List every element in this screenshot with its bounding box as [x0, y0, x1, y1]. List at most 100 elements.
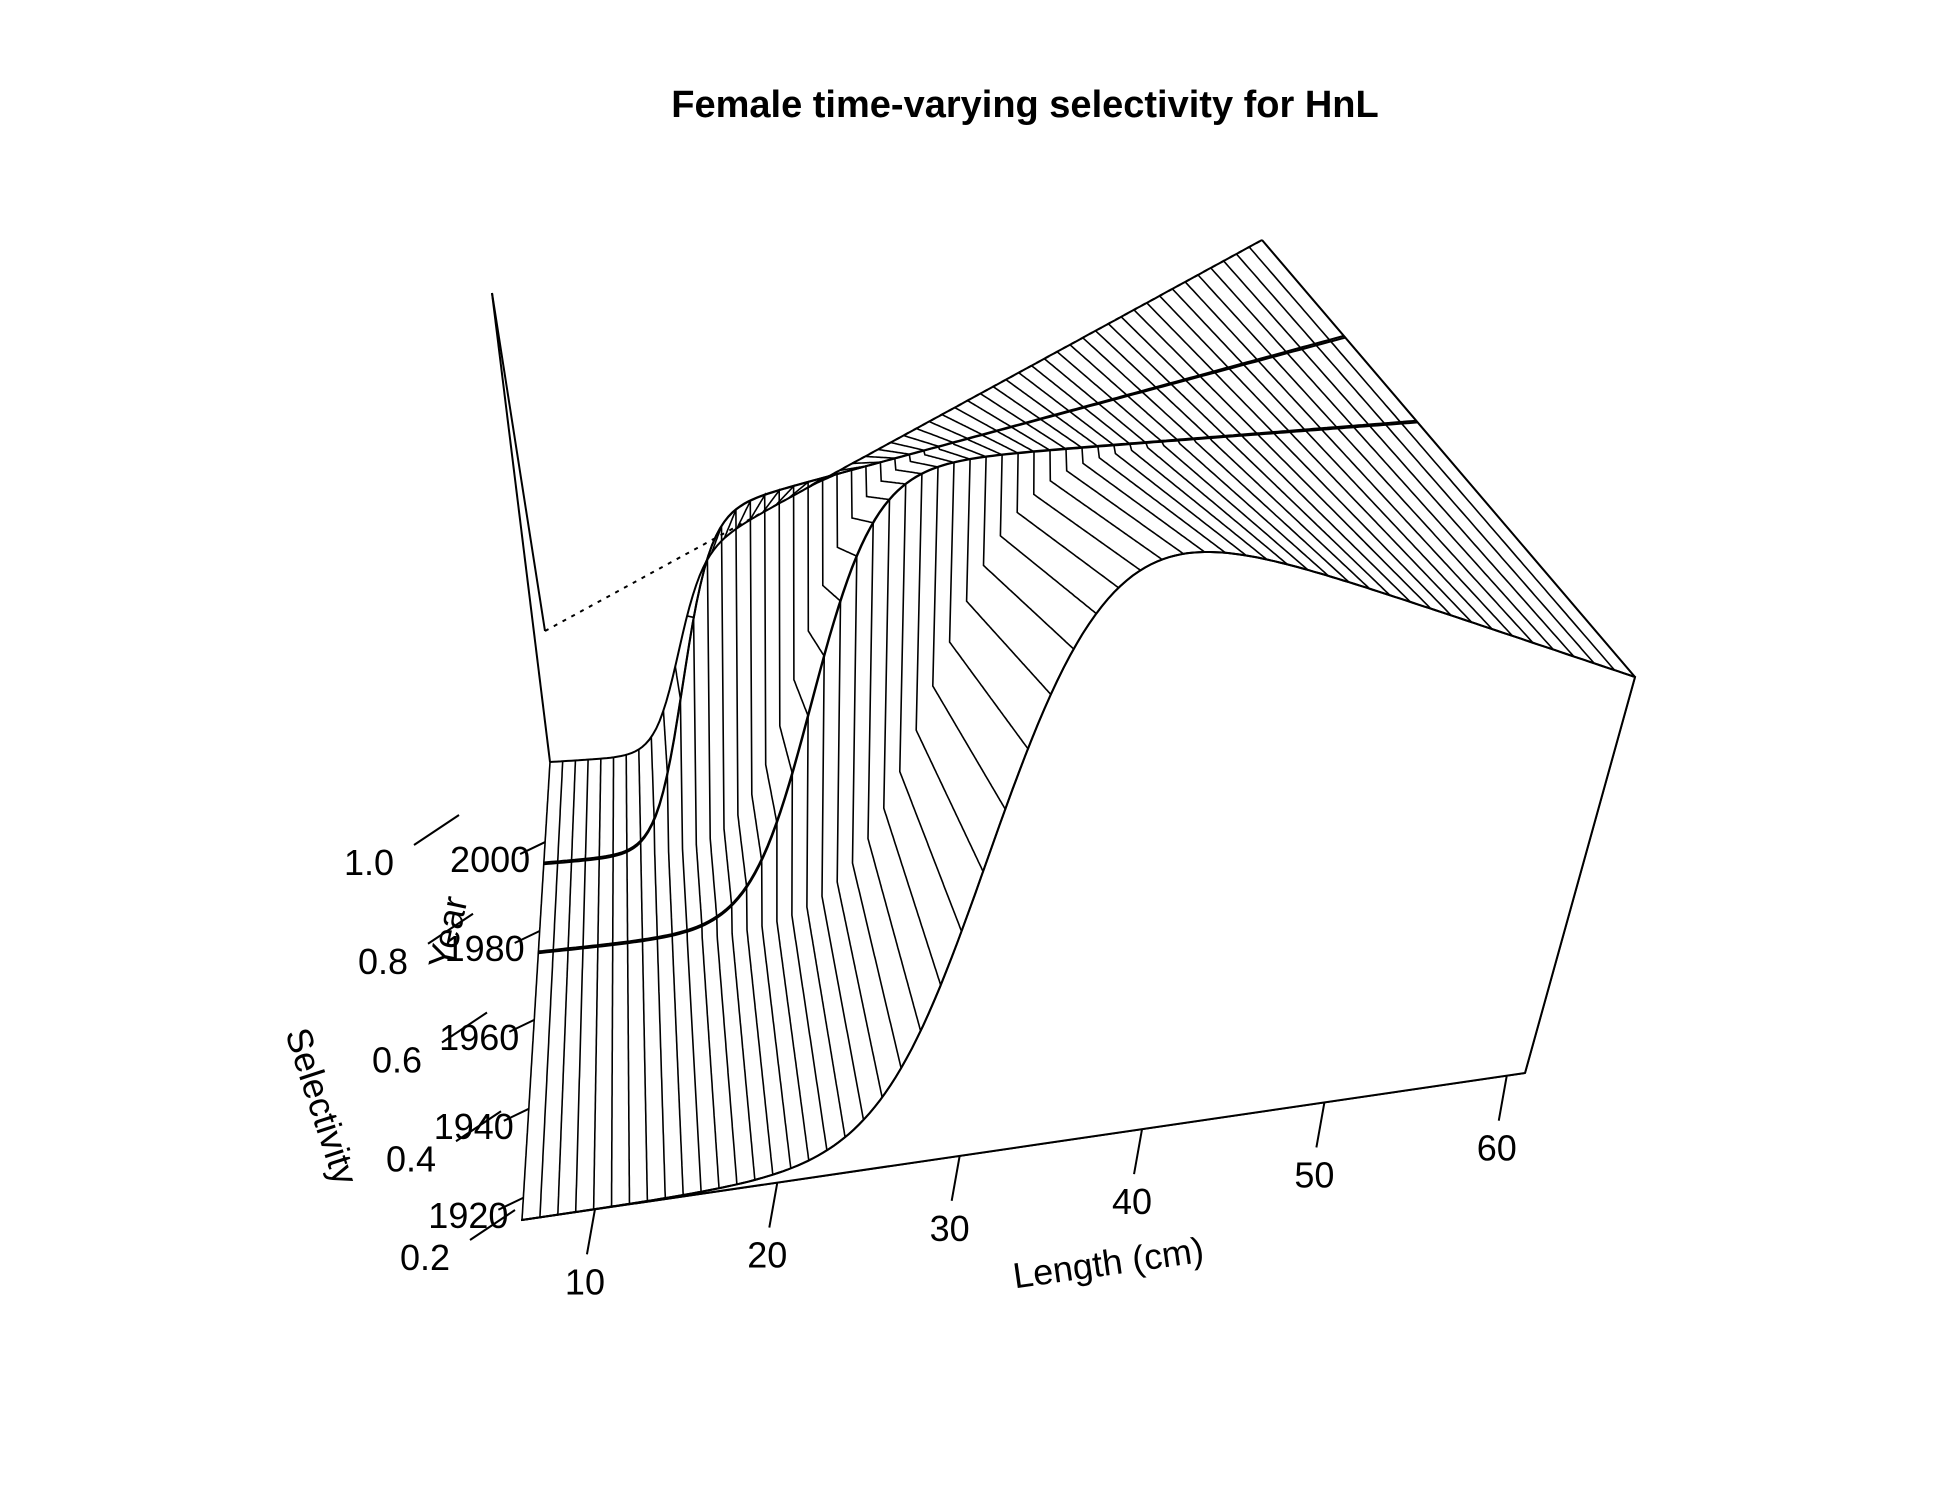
x-tick-label: 60 [1477, 1128, 1517, 1169]
chart-title: Female time-varying selectivity for HnL [671, 84, 1378, 126]
mesh-line-length [762, 488, 828, 1151]
z-tick [441, 1011, 488, 1044]
mesh-line-length [916, 427, 1075, 650]
mesh-line-length [1043, 358, 1288, 566]
mesh-line-length [1210, 267, 1554, 651]
mesh-line-length [625, 754, 631, 1204]
mesh-line-length [698, 558, 738, 1185]
mesh-line-year [521, 551, 1636, 1221]
z-tick-label: 0.6 [372, 1040, 422, 1081]
y-tick [508, 1019, 535, 1033]
mesh-line-length [1031, 365, 1268, 561]
z-tick-label: 1.0 [344, 842, 394, 883]
x-tick [768, 1182, 779, 1228]
mesh-line-length [592, 758, 602, 1210]
mesh-line-length [1018, 372, 1247, 557]
y-tick-label: 1940 [434, 1106, 514, 1147]
x-tick [950, 1155, 961, 1202]
mesh-line-length [852, 461, 963, 932]
mesh-line-length [1120, 316, 1411, 603]
mesh-line-length [610, 757, 615, 1207]
mesh-line-year [538, 419, 1417, 953]
mesh-line-length [650, 736, 667, 1199]
mesh-line-year [549, 239, 1263, 763]
length-axis: 10 20 30 40 50 60 [565, 1075, 1517, 1302]
mesh-line-year [543, 334, 1345, 864]
mesh-line-length [574, 759, 589, 1213]
mesh-line-length [1184, 281, 1514, 637]
z-tick [427, 912, 474, 945]
y-tick-label: 1980 [445, 928, 525, 969]
mesh-line-length [638, 749, 649, 1202]
y-tick-label: 1920 [428, 1195, 508, 1236]
y-tick [519, 841, 546, 855]
mesh-line-length [787, 480, 865, 1121]
z-tick-label: 0.4 [386, 1138, 436, 1179]
y-tick-label: 1960 [439, 1017, 519, 1058]
x-tick-label: 20 [747, 1235, 787, 1276]
mesh-line-length [723, 509, 774, 1175]
x-tick [1133, 1128, 1144, 1175]
mesh-line-length [1069, 344, 1330, 577]
x-tick [585, 1209, 596, 1255]
mesh-line-length [865, 455, 984, 872]
x-axis-label: Length (cm) [1010, 1229, 1206, 1296]
z-axis-label: Selectivity [277, 1023, 366, 1190]
x-tick-label: 50 [1294, 1154, 1334, 1195]
z-tick [455, 1110, 502, 1143]
y-tick-label: 2000 [450, 839, 530, 880]
mesh-line-length [1082, 337, 1350, 583]
mesh-line-length [890, 441, 1029, 750]
mesh-line-length [979, 392, 1184, 555]
mesh-line-length [1248, 246, 1616, 671]
mesh-line-length [967, 399, 1163, 561]
mesh-line-length [1095, 330, 1371, 590]
year-axis: 1920 1940 1960 1980 2000 [428, 839, 546, 1236]
mesh-line-length [521, 761, 551, 1220]
mesh-line-length [1159, 295, 1473, 623]
mesh-line-length [903, 434, 1052, 696]
mesh-line-length [826, 469, 922, 1032]
surface-edge [1261, 239, 1636, 678]
z-tick-label: 0.8 [358, 941, 408, 982]
z-tick [413, 814, 460, 846]
mesh-line-length [954, 406, 1141, 571]
z-tick [469, 1209, 516, 1241]
mesh-line-length [749, 492, 810, 1161]
mesh-line-length [992, 385, 1205, 553]
y-tick [514, 930, 541, 944]
mesh-line-length [686, 615, 720, 1189]
y-tick [497, 1196, 524, 1211]
mesh-line-length [736, 500, 792, 1169]
mesh-line-length [941, 413, 1120, 589]
mesh-line-length [1235, 253, 1595, 664]
x-tick [1315, 1102, 1326, 1148]
mesh-line-length [800, 476, 883, 1098]
mesh-line-length [557, 760, 577, 1215]
x-tick [1497, 1075, 1508, 1121]
y-tick [503, 1107, 530, 1122]
mesh-line-length [662, 710, 684, 1196]
x-tick-label: 30 [930, 1208, 970, 1249]
mesh-line-length [1107, 323, 1391, 596]
surface-mesh [521, 239, 1637, 1222]
mesh-line-length [710, 525, 756, 1180]
box-edge [491, 292, 546, 632]
mesh-line-length [1133, 309, 1432, 610]
mesh-line-length [1146, 302, 1452, 617]
mesh-line-length [1171, 288, 1493, 630]
x-tick-label: 40 [1112, 1181, 1152, 1222]
box-edge [491, 292, 551, 763]
mesh-line-length [1222, 260, 1575, 657]
mesh-line-length [774, 484, 846, 1138]
mesh-line-length [1056, 351, 1309, 571]
mesh-line-length [1005, 378, 1226, 554]
mesh-line-length [539, 761, 564, 1218]
x-tick-label: 10 [565, 1261, 605, 1302]
mesh-line-length [674, 666, 702, 1192]
z-tick-label: 0.2 [400, 1237, 450, 1278]
mesh-line-length [1197, 274, 1534, 644]
mesh-line-length [877, 448, 1006, 810]
selectivity-axis: 0.2 0.4 0.6 0.8 1.0 [344, 814, 516, 1278]
